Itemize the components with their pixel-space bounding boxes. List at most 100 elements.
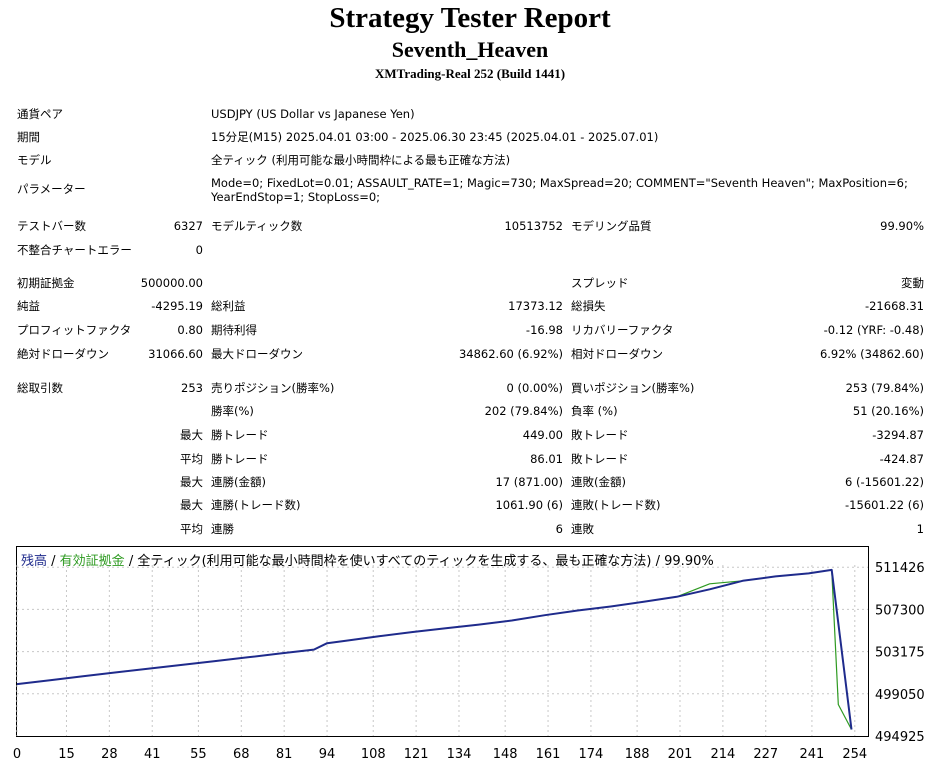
period-label: 期間	[17, 130, 40, 144]
x-tick-label: 188	[625, 747, 650, 762]
avg-cons-wins-value: 6	[555, 522, 563, 536]
max-prefix-3: 最大	[180, 498, 203, 512]
mismatch-value: 0	[195, 243, 203, 257]
expected-value: -16.98	[525, 323, 563, 337]
bars-label: テストバー数	[17, 219, 86, 233]
report-title: Strategy Tester Report	[329, 2, 611, 34]
short-label: 売りポジション(勝率%)	[211, 381, 335, 395]
avg-win-value: 86.01	[530, 452, 563, 466]
period-value: 15分足(M15) 2025.04.01 03:00 - 2025.06.30 …	[211, 130, 659, 144]
quality-label: モデリング品質	[571, 219, 652, 233]
ticks-label: モデルティック数	[211, 219, 303, 233]
x-tick-label: 201	[668, 747, 693, 762]
trades-label: 総取引数	[17, 381, 63, 395]
net-value: -4295.19	[151, 299, 203, 313]
max-dd-value: 34862.60 (6.92%)	[458, 347, 563, 361]
x-tick-label: 227	[753, 747, 778, 762]
x-tick-label: 108	[361, 747, 386, 762]
winrate-label: 勝率(%)	[211, 404, 254, 418]
x-tick-label: 41	[144, 747, 161, 762]
largest-loss-value: -3294.87	[872, 428, 924, 442]
mismatch-label: 不整合チャートエラー	[17, 243, 132, 257]
long-value: 253 (79.84%)	[845, 381, 924, 395]
avg-cons-loss-value: 1	[916, 522, 924, 536]
y-tick-label: 507300	[875, 603, 925, 618]
winrate-value: 202 (79.84%)	[484, 404, 563, 418]
avg-loss-value: -424.87	[879, 452, 924, 466]
lossrate-value: 51 (20.16%)	[852, 404, 924, 418]
avg-cons-wins-label: 連勝	[211, 522, 234, 536]
largest-win-value: 449.00	[522, 428, 563, 442]
max-dd-label: 最大ドローダウン	[211, 347, 303, 361]
max-prefix-1: 最大	[180, 428, 203, 442]
x-tick-label: 55	[190, 747, 207, 762]
cons-wins-amt-value: 17 (871.00)	[495, 475, 563, 489]
recovery-value: -0.12 (YRF: -0.48)	[823, 323, 924, 337]
server-info: XMTrading-Real 252 (Build 1441)	[374, 66, 566, 81]
y-tick-label: 511426	[875, 561, 925, 576]
recovery-label: リカバリーファクタ	[571, 323, 674, 337]
balance-chart-area	[16, 546, 869, 737]
cons-loss-amt-label: 連敗(金額)	[571, 475, 626, 489]
model-label: モデル	[17, 153, 52, 167]
bars-value: 6327	[173, 219, 203, 233]
short-value: 0 (0.00%)	[506, 381, 563, 395]
trades-value: 253	[181, 381, 203, 395]
legend-description: 全ティック(利用可能な最小時間枠を使いすべてのティックを生成する、最も正確な方法…	[137, 554, 714, 569]
x-tick-label: 148	[493, 747, 518, 762]
ea-name: Seventh_Heaven	[391, 37, 549, 62]
chart-legend: 残高 / 有効証拠金 / 全ティック(利用可能な最小時間枠を使いすべてのティック…	[21, 550, 714, 569]
cons-loss-tr-value: -15601.22 (6)	[845, 498, 924, 512]
gross-profit-value: 17373.12	[508, 299, 563, 313]
avg-cons-loss-label: 連敗	[571, 522, 594, 536]
params-line1: Mode=0; FixedLot=0.01; ASSAULT_RATE=1; M…	[211, 176, 908, 190]
gross-profit-label: 総利益	[211, 299, 246, 313]
legend-balance: 残高	[21, 554, 48, 569]
max-prefix-2: 最大	[180, 475, 203, 489]
x-tick-label: 15	[58, 747, 75, 762]
abs-dd-label: 絶対ドローダウン	[17, 347, 109, 361]
rel-dd-label: 相対ドローダウン	[571, 347, 663, 361]
x-tick-label: 68	[233, 747, 250, 762]
long-label: 買いポジション(勝率%)	[571, 381, 695, 395]
gross-loss-label: 総損失	[571, 299, 606, 313]
balance-line	[16, 568, 853, 730]
expected-label: 期待利得	[211, 323, 257, 337]
legend-sep-1: /	[47, 554, 60, 569]
x-tick-label: 161	[536, 747, 561, 762]
avg-prefix-1: 平均	[180, 452, 203, 466]
x-tick-label: 134	[447, 747, 472, 762]
x-tick-label: 214	[710, 747, 735, 762]
avg-loss-label: 敗トレード	[571, 452, 629, 466]
rel-dd-value: 6.92% (34862.60)	[819, 347, 924, 361]
pf-value: 0.80	[177, 323, 203, 337]
symbol-value: USDJPY (US Dollar vs Japanese Yen)	[211, 107, 415, 121]
model-value: 全ティック (利用可能な最小時間枠による最も正確な方法)	[211, 153, 511, 167]
y-tick-label: 494925	[875, 730, 925, 745]
cons-loss-amt-value: 6 (-15601.22)	[845, 475, 924, 489]
x-tick-label: 254	[842, 747, 867, 762]
x-tick-label: 121	[404, 747, 429, 762]
params-label: パラメーター	[17, 182, 86, 196]
x-tick-label: 81	[276, 747, 293, 762]
pf-label: プロフィットファクタ	[17, 323, 132, 337]
lossrate-label: 負率 (%)	[571, 404, 618, 418]
ticks-value: 10513752	[504, 219, 563, 233]
x-tick-label: 28	[101, 747, 118, 762]
y-tick-label: 499050	[875, 688, 925, 703]
symbol-label: 通貨ペア	[17, 107, 63, 121]
avg-win-label: 勝トレード	[211, 452, 269, 466]
abs-dd-value: 31066.60	[148, 347, 203, 361]
spread-value: 変動	[901, 276, 924, 290]
cons-wins-amt-label: 連勝(金額)	[211, 475, 266, 489]
x-tick-label: 0	[13, 747, 21, 762]
params-line2: YearEndStop=1; StopLoss=0;	[211, 190, 381, 204]
equity-line	[16, 569, 853, 730]
net-label: 純益	[17, 299, 40, 313]
cons-wins-tr-value: 1061.90 (6)	[495, 498, 563, 512]
quality-value: 99.90%	[880, 219, 924, 233]
x-tick-label: 241	[800, 747, 825, 762]
legend-sep-2: /	[124, 554, 138, 569]
y-tick-label: 503175	[875, 646, 925, 661]
